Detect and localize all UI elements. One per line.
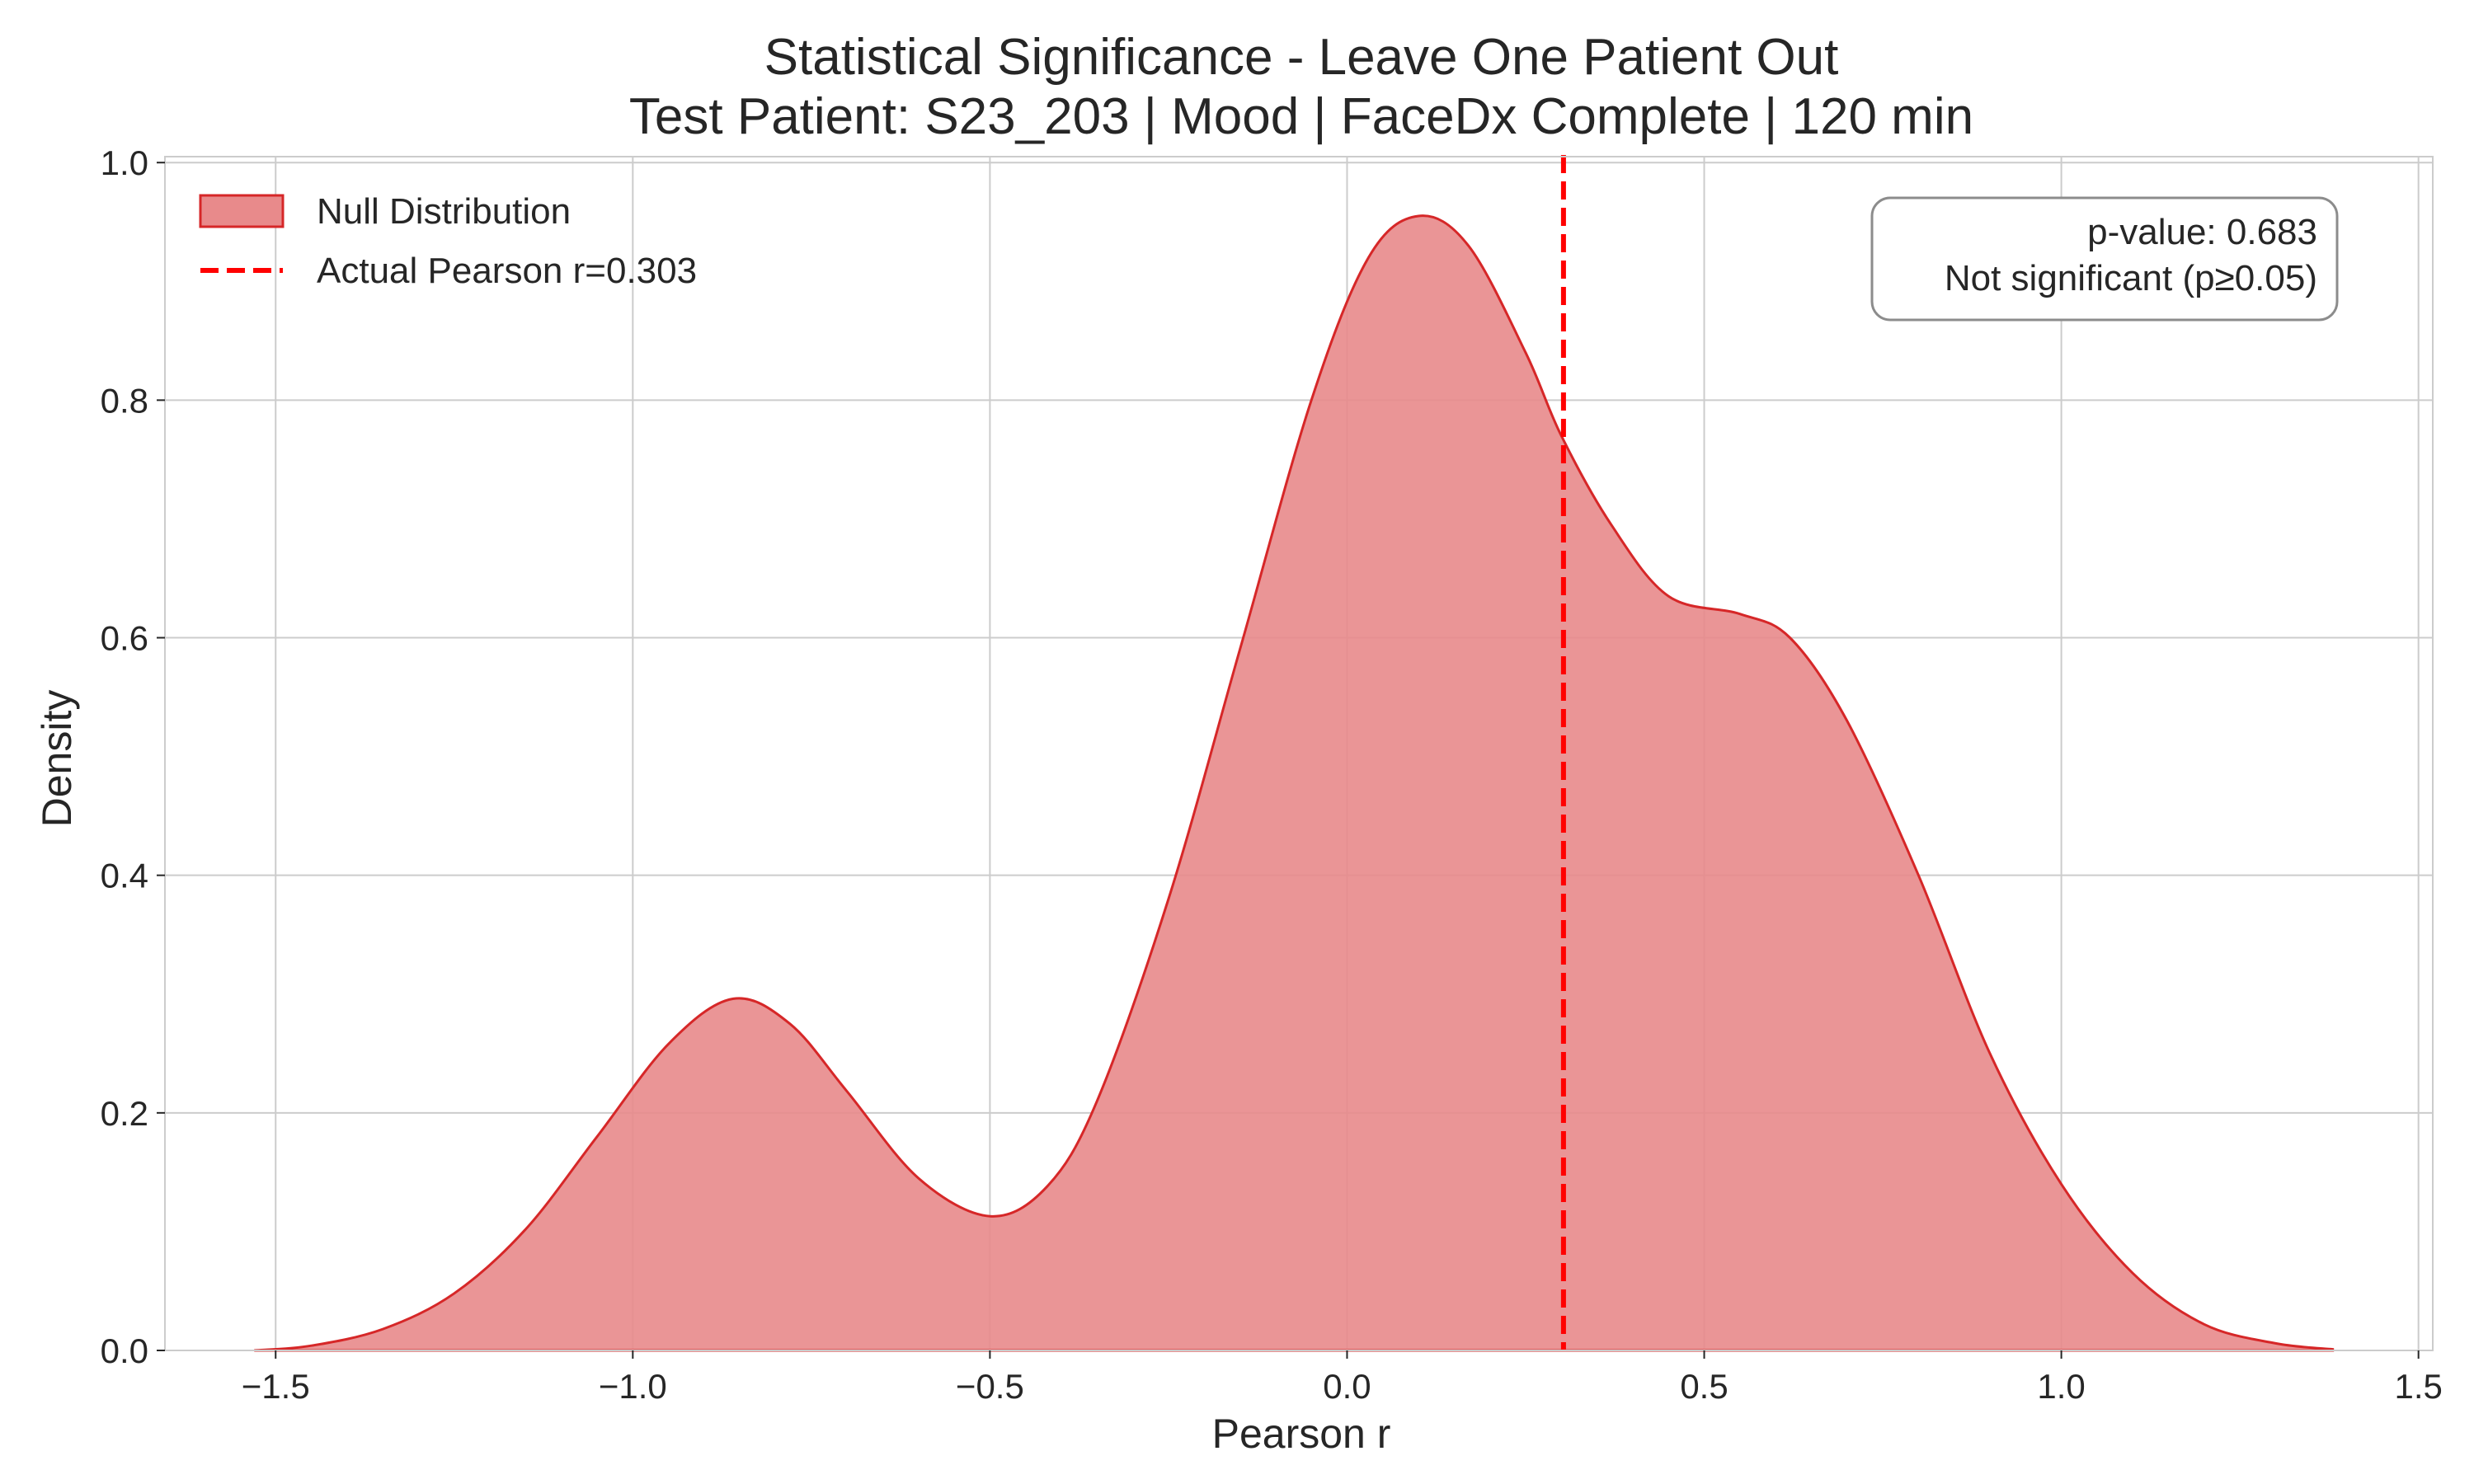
chart-title: Statistical Significance - Leave One Pat… [764,29,1839,86]
y-tick-label: 0.4 [101,857,148,895]
legend-label-actual-line: Actual Pearson r=0.303 [317,251,697,291]
y-axis-ticks: 0.0 0.2 0.4 0.6 0.8 1.0 [101,143,165,1370]
y-tick-label: 0.6 [101,619,148,658]
y-tick-label: 0.8 [101,381,148,420]
plot-frame [164,156,2434,1351]
x-tick-label: −1.5 [242,1367,310,1406]
x-axis-label: Pearson r [1212,1411,1391,1457]
y-axis-label: Density [34,690,80,828]
legend-swatch-null-distribution [199,194,285,228]
x-tick-label: 1.0 [2037,1367,2085,1406]
x-tick-label: 0.0 [1323,1367,1371,1406]
y-tick-label: 0.2 [101,1094,148,1133]
chart-subtitle: Test Patient: S23_203 | Mood | FaceDx Co… [629,88,1973,145]
legend: Null Distribution Actual Pearson r=0.303 [199,191,697,291]
x-tick-label: −1.0 [599,1367,667,1406]
y-tick-label: 0.0 [101,1331,148,1370]
x-axis-ticks: −1.5 −1.0 −0.5 0.0 0.5 1.0 1.5 [242,1350,2443,1406]
x-tick-label: 1.5 [2394,1367,2442,1406]
y-tick-label: 1.0 [101,143,148,182]
null-distribution-area [254,214,2335,1352]
x-tick-label: 0.5 [1680,1367,1728,1406]
x-tick-label: −0.5 [956,1367,1024,1406]
legend-label-null-distribution: Null Distribution [317,191,571,232]
annotation-box [1870,196,2339,322]
annotation-p-value: p-value: 0.683 [2087,212,2317,252]
annotation-significance: Not significant (p≥0.05) [1945,258,2317,298]
p-value-annotation: p-value: 0.683 Not significant (p≥0.05) [1870,196,2339,322]
